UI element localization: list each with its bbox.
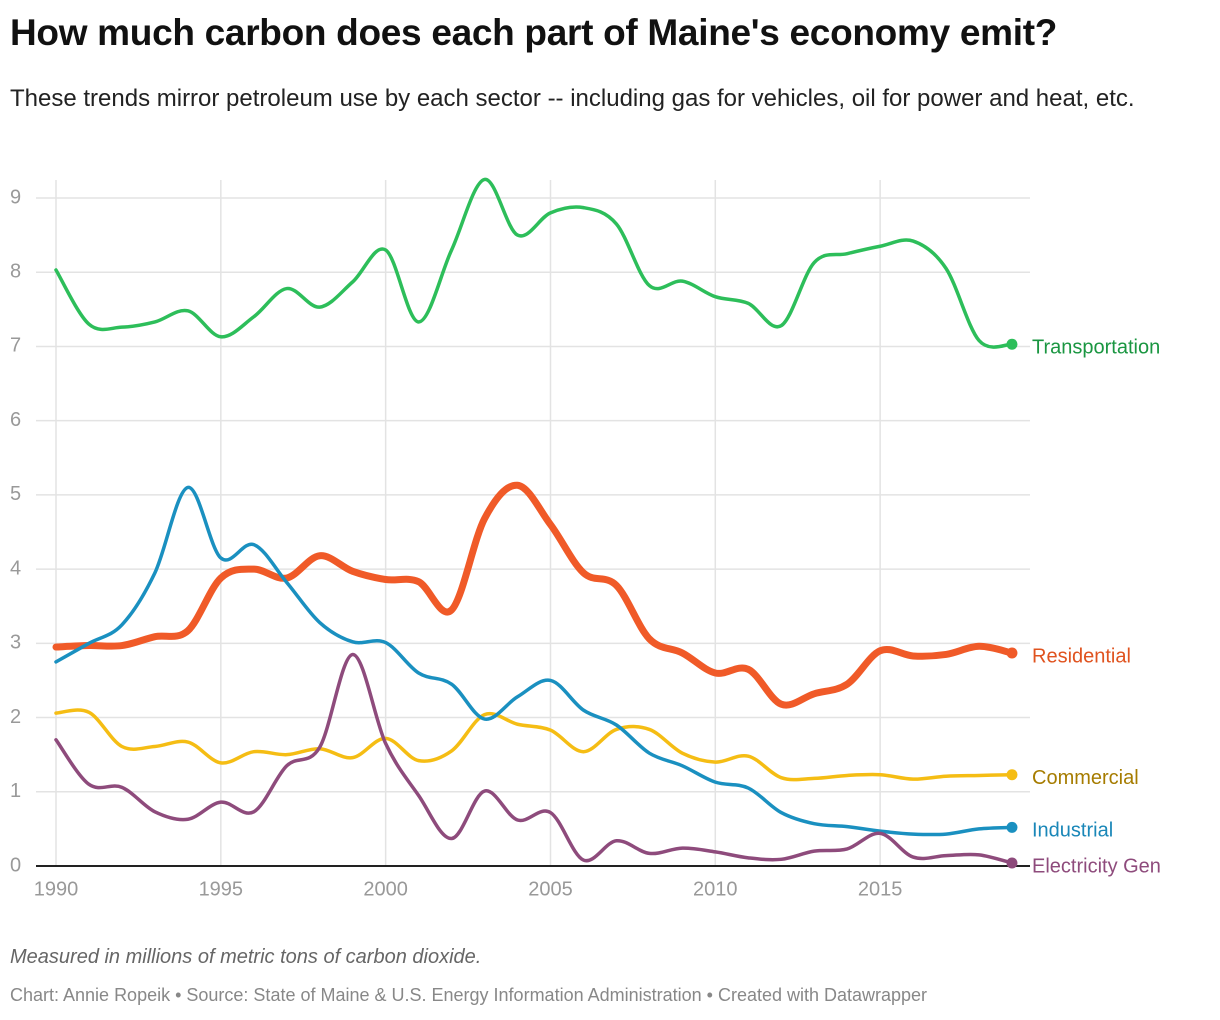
y-tick-label: 7 [10, 335, 21, 357]
end-point [1006, 857, 1018, 869]
series-line [54, 485, 1014, 837]
series-line [54, 177, 1014, 349]
y-tick-label: 6 [10, 409, 21, 431]
end-point [1006, 338, 1018, 350]
chart-source: Chart: Annie Ropeik • Source: State of M… [10, 985, 928, 1005]
y-tick-label: 2 [10, 706, 21, 728]
y-tick-label: 9 [10, 186, 21, 208]
series-label: Commercial [1032, 767, 1139, 789]
series-label: Transportation [1032, 336, 1160, 358]
x-tick-label: 2015 [858, 878, 903, 900]
x-tick-label: 1995 [199, 878, 244, 900]
y-tick-label: 0 [10, 854, 21, 876]
series-line [52, 481, 1016, 709]
end-point [1006, 769, 1018, 781]
end-point [1006, 647, 1018, 659]
end-point [1006, 821, 1018, 833]
x-tick-label: 2000 [363, 878, 408, 900]
series-label: Electricity Gen [1032, 855, 1161, 877]
y-tick-label: 5 [10, 483, 21, 505]
series-label: Industrial [1032, 820, 1113, 842]
x-tick-label: 1990 [34, 878, 79, 900]
chart-subtitle: These trends mirror petroleum use by eac… [10, 85, 1135, 112]
series-line [54, 652, 1014, 865]
chart: 1990 1995 2000 2005 2010 2015 0 1 2 3 4 5 6 7 8 9 Transp… [10, 177, 1161, 900]
y-tick-label: 3 [10, 632, 21, 654]
chart-notes: Measured in millions of metric tons of c… [10, 946, 482, 968]
series-line [54, 708, 1014, 782]
x-tick-label: 2010 [693, 878, 738, 900]
chart-title: How much carbon does each part of Maine'… [10, 12, 1058, 53]
y-tick-label: 4 [10, 557, 21, 579]
y-tick-label: 8 [10, 261, 21, 283]
series-label: Residential [1032, 645, 1131, 667]
y-tick-label: 1 [10, 780, 21, 802]
x-tick-label: 2005 [528, 878, 573, 900]
